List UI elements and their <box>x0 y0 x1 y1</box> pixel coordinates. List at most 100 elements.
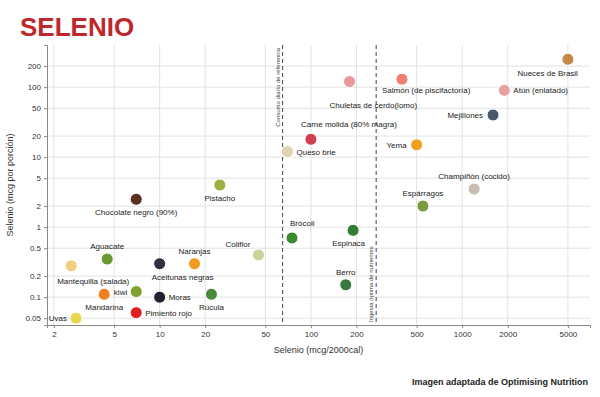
y-tick-mark <box>44 108 47 109</box>
y-tick: 5 <box>37 174 47 183</box>
plot-area <box>65 45 574 325</box>
point <box>154 258 166 270</box>
x-tick: 50 <box>261 325 270 339</box>
x-tick-mark <box>417 325 418 328</box>
y-tick: 20 <box>32 132 47 141</box>
x-axis: 2 5 10 20 50 100 200 500 1000 2000 5000 <box>48 325 591 339</box>
point <box>70 312 82 324</box>
x-tick-label: 100 <box>305 330 319 339</box>
point <box>396 73 408 85</box>
x-tick: 1000 <box>454 325 472 339</box>
point <box>65 260 77 272</box>
y-tick: 100 <box>28 83 47 92</box>
x-tick: 2000 <box>499 325 517 339</box>
point-label: Chocolate negro (90%) <box>95 208 178 217</box>
point-label: Pistacho <box>204 194 235 203</box>
reference-label: Consumo diario de referencia <box>275 47 281 126</box>
chart: SELENIO251020501002005001000200050000.05… <box>0 0 600 397</box>
y-tick-label: 10 <box>32 153 41 162</box>
point-label: Berro <box>336 268 356 277</box>
grid-line-y <box>47 297 590 298</box>
point <box>205 288 217 300</box>
y-axis: 0.050.10.20.5125102050100200 <box>25 46 47 326</box>
reference-line <box>282 45 283 325</box>
point-label: Carne molida (80% magra) <box>301 120 397 129</box>
x-tick-mark <box>205 325 206 328</box>
point <box>562 53 574 65</box>
point-label: Queso brie <box>296 148 336 157</box>
point <box>305 133 317 145</box>
grid-line-y <box>47 136 590 137</box>
x-tick-label: 10 <box>156 330 165 339</box>
reference-line <box>376 45 377 325</box>
point-label: Pimiento rojo <box>145 309 192 318</box>
x-tick-label: 5 <box>112 330 117 339</box>
point <box>101 253 113 265</box>
x-tick-mark <box>265 325 266 328</box>
point-label: Uvas <box>49 314 67 323</box>
y-tick-label: 100 <box>28 83 42 92</box>
point <box>411 139 423 151</box>
grid-line-y <box>47 248 590 249</box>
point <box>498 84 510 96</box>
grid-line-y <box>47 108 590 109</box>
x-tick-mark <box>54 325 55 328</box>
y-tick-mark <box>44 206 47 207</box>
point-label: Salmón (de piscifactoría) <box>382 86 471 95</box>
point-label: Aceitunas negras <box>152 273 214 282</box>
y-tick-label: 1 <box>37 223 42 232</box>
y-tick: 1 <box>37 223 47 232</box>
x-tick-label: 200 <box>350 330 364 339</box>
point <box>130 193 142 205</box>
point <box>130 307 142 319</box>
point-label: Champiñón (cocido) <box>438 172 510 181</box>
y-tick-mark <box>44 248 47 249</box>
x-tick: 20 <box>201 325 210 339</box>
x-tick-mark <box>462 325 463 328</box>
x-tick-mark <box>356 325 357 328</box>
y-tick-label: 200 <box>28 62 42 71</box>
point-label: Coliflor <box>226 240 251 249</box>
grid-line-y <box>47 66 590 67</box>
x-tick-mark <box>311 325 312 328</box>
title: SELENIO <box>20 12 134 42</box>
y-tick-mark <box>44 318 47 319</box>
point-label: Rúcula <box>199 303 224 312</box>
point <box>98 288 110 300</box>
point <box>417 200 429 212</box>
reference-label: Ingesta óptima de nutrientes <box>368 246 374 322</box>
point-label: kiwi <box>114 288 128 297</box>
x-tick-label: 5000 <box>559 330 577 339</box>
y-tick: 0.5 <box>30 244 47 253</box>
y-tick-label: 2 <box>37 202 42 211</box>
point-label: Naranjas <box>178 247 210 256</box>
y-axis-title: Selenio (mcg por porción) <box>5 133 15 236</box>
point <box>154 291 166 303</box>
y-tick-label: 0.2 <box>30 272 42 281</box>
x-axis-line <box>48 326 591 329</box>
y-tick-mark <box>44 87 47 88</box>
x-tick-label: 1000 <box>454 330 472 339</box>
x-tick: 200 <box>350 325 364 339</box>
y-tick-label: 20 <box>32 132 41 141</box>
y-tick: 10 <box>32 153 47 162</box>
x-tick-label: 500 <box>410 330 424 339</box>
point-label: Espinaca <box>332 239 365 248</box>
y-axis-line <box>44 46 48 326</box>
point <box>286 232 298 244</box>
point-label: Aguacate <box>90 242 124 251</box>
y-tick: 0.2 <box>30 272 47 281</box>
point <box>252 249 264 261</box>
point-label: Mandarina <box>85 303 123 312</box>
x-tick-label: 50 <box>261 330 270 339</box>
x-tick: 500 <box>410 325 424 339</box>
x-tick: 5000 <box>559 325 577 339</box>
x-tick-mark <box>508 325 509 328</box>
point-label: Atún (enlatado) <box>513 86 568 95</box>
grid-line-y <box>47 157 590 158</box>
y-tick-label: 0.5 <box>30 244 42 253</box>
x-tick: 5 <box>112 325 117 339</box>
x-tick-label: 2000 <box>499 330 517 339</box>
x-tick-label: 2 <box>52 330 57 339</box>
point-label: Brócoli <box>290 219 315 228</box>
